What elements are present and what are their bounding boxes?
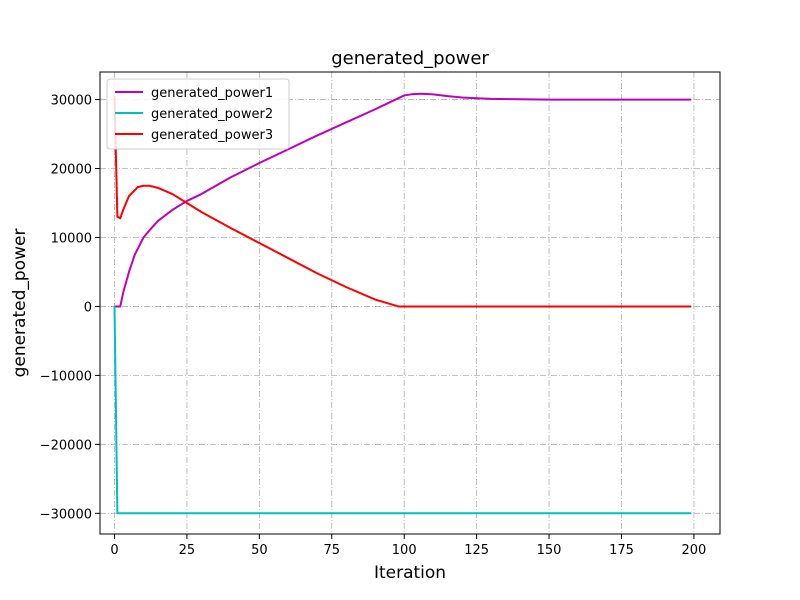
- series-line-generated_power2: [113, 306, 692, 515]
- y-tick-label: −30000: [40, 507, 92, 522]
- y-tick-label: 30000: [51, 94, 92, 109]
- x-tick-label: 25: [179, 543, 196, 558]
- x-tick-label: 125: [464, 543, 489, 558]
- y-tick-label: −10000: [40, 369, 92, 384]
- chart-title: generated_power: [331, 48, 489, 69]
- legend-label: generated_power1: [151, 86, 273, 101]
- x-tick-label: 0: [110, 543, 118, 558]
- y-tick-label: 10000: [51, 231, 92, 246]
- series-line-generated_power1: [114, 92, 692, 308]
- legend-label: generated_power3: [151, 128, 273, 143]
- axis-ticks: 0 25 50 75 100 125 150 175 200 −30000 −20000 −10000…: [40, 94, 707, 558]
- y-axis-label: generated_power: [10, 229, 30, 378]
- x-axis-label: Iteration: [374, 563, 446, 583]
- legend: generated_power1 generated_power2 generate…: [106, 78, 290, 150]
- plot-frame: [99, 71, 721, 535]
- x-tick-label: 50: [251, 543, 268, 558]
- x-tick-label: 175: [609, 543, 634, 558]
- x-tick-label: 150: [537, 543, 562, 558]
- x-tick-label: 75: [324, 543, 341, 558]
- legend-box: [106, 78, 290, 150]
- x-tick-label: 200: [682, 543, 707, 558]
- series-line-generated_power3: [113, 96, 692, 308]
- x-tick-label: 100: [392, 543, 417, 558]
- y-tick-label: 20000: [51, 163, 92, 178]
- legend-label: generated_power2: [151, 107, 273, 122]
- y-tick-label: −20000: [40, 438, 92, 453]
- series-lines: [113, 92, 692, 515]
- y-tick-label: 0: [84, 300, 92, 315]
